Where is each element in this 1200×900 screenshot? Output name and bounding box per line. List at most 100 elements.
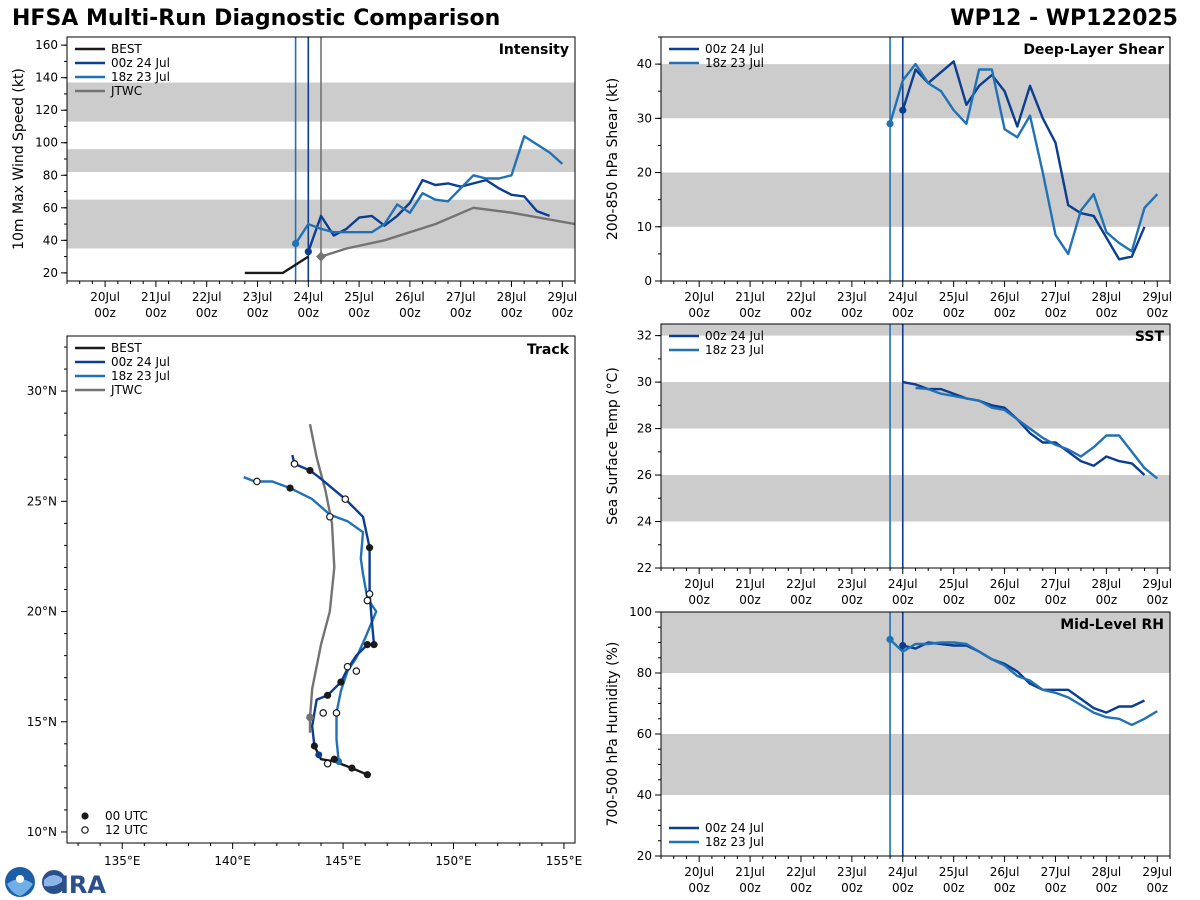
track-dot-12utc	[352, 667, 361, 675]
panel-title-rh: Mid-Level RH	[1060, 617, 1164, 633]
y-tick-label: 22	[637, 561, 652, 575]
track-dot-12utc	[326, 512, 334, 521]
x-tick-label-date: 20Jul	[684, 865, 714, 879]
series-line-run18z	[889, 638, 1158, 727]
x-tick-label-date: 27Jul	[1041, 290, 1071, 304]
legend-label-jtwc: JTWC	[110, 383, 142, 397]
series-line-run00z	[902, 380, 1146, 476]
x-tick-label-hour: 00z	[739, 593, 761, 607]
x-tick-label-hour: 00z	[1146, 881, 1168, 895]
y-tick-label: 20	[637, 849, 652, 863]
marker-run00z	[899, 106, 907, 114]
shade-band	[661, 612, 1170, 673]
x-tick-label-date: 22Jul	[192, 290, 222, 304]
x-tick-label-hour: 00z	[145, 306, 167, 320]
x-tick-label-hour: 00z	[399, 306, 421, 320]
x-tick-label-hour: 00z	[1096, 881, 1118, 895]
legend-label-run18z: 18z 23 Jul	[111, 70, 170, 84]
track-dot-12utc	[253, 477, 261, 486]
x-tick-label-hour: 00z	[1146, 593, 1168, 607]
y-tick-label: 24	[637, 515, 652, 529]
track-start-run00z	[315, 751, 323, 759]
track-dot-12utc	[323, 759, 332, 768]
x-tick-label-date: 27Jul	[1041, 577, 1071, 591]
x-tick-label-date: 23Jul	[837, 865, 867, 879]
x-tick-label-date: 29Jul	[1142, 865, 1172, 879]
x-tick-label-hour: 00z	[943, 306, 965, 320]
lon-tick-label: 150°E	[435, 854, 472, 868]
track-dot-00utc	[306, 466, 314, 475]
x-tick-label-hour: 00z	[790, 306, 812, 320]
x-tick-label-hour: 00z	[994, 881, 1016, 895]
x-tick-label-hour: 00z	[1146, 306, 1168, 320]
x-tick-label-hour: 00z	[348, 306, 370, 320]
x-tick-label-hour: 00z	[1045, 881, 1067, 895]
marker-run00z	[899, 641, 907, 650]
lon-tick-label: 155°E	[546, 854, 583, 868]
x-tick-label-date: 22Jul	[786, 577, 816, 591]
x-tick-label-hour: 00z	[943, 881, 965, 895]
track-dot-12utc	[363, 596, 372, 605]
y-tick-label: 32	[637, 329, 652, 343]
track-dot-00utc	[330, 755, 338, 763]
marker-run18z	[292, 239, 300, 248]
x-tick-label-hour: 00z	[94, 306, 116, 320]
track-dot-00utc	[365, 544, 374, 552]
shade-band	[661, 382, 1170, 429]
y-tick-label: 140	[35, 71, 58, 85]
x-tick-label-date: 29Jul	[1142, 290, 1172, 304]
x-tick-label-date: 26Jul	[990, 577, 1020, 591]
y-tick-label: 60	[637, 727, 652, 741]
panel-title-intensity: Intensity	[499, 42, 569, 58]
x-tick-label-date: 23Jul	[837, 577, 867, 591]
track-dot-00utc	[324, 691, 332, 699]
y-axis-label: 700-500 hPa Humidity (%)	[605, 642, 621, 827]
y-tick-label: 80	[637, 666, 652, 680]
x-tick-label-date: 20Jul	[684, 290, 714, 304]
marker-run18z	[886, 635, 894, 644]
x-tick-label-date: 26Jul	[395, 290, 425, 304]
track-dot-00utc	[363, 641, 371, 649]
x-tick-label-hour: 00z	[943, 593, 965, 607]
x-tick-label-date: 28Jul	[1092, 290, 1122, 304]
x-tick-label-date: 24Jul	[888, 865, 918, 879]
y-tick-label: 40	[637, 57, 652, 71]
y-tick-label: 10	[637, 220, 652, 234]
y-tick-label: 40	[637, 788, 652, 802]
marker-jtwc	[316, 251, 326, 262]
shade-band	[661, 172, 1170, 227]
x-tick-label-hour: 00z	[1096, 593, 1118, 607]
x-tick-label-hour: 00z	[841, 306, 863, 320]
y-tick-label: 100	[629, 605, 652, 619]
x-tick-label-hour: 00z	[450, 306, 472, 320]
x-tick-label-hour: 00z	[688, 881, 710, 895]
x-tick-label-date: 26Jul	[990, 865, 1020, 879]
storm-id: WP12 - WP122025	[950, 6, 1178, 31]
x-tick-label-hour: 00z	[994, 306, 1016, 320]
legend-label-run18z: 18z 23 Jul	[705, 56, 764, 70]
track-dot-jtwc	[306, 713, 314, 722]
series-line-run18z	[888, 62, 1159, 256]
x-tick-label-date: 25Jul	[939, 290, 969, 304]
x-tick-label-hour: 00z	[994, 593, 1016, 607]
y-axis-label: 10m Max Wind Speed (kt)	[11, 68, 27, 250]
legend-label-12utc: 12 UTC	[105, 823, 148, 837]
x-tick-label-date: 20Jul	[684, 577, 714, 591]
legend-label-run18z: 18z 23 Jul	[111, 369, 170, 383]
legend-dot-12utc	[81, 826, 89, 834]
x-tick-label-date: 28Jul	[1092, 865, 1122, 879]
x-tick-label-date: 25Jul	[344, 290, 374, 304]
x-tick-label-hour: 00z	[892, 593, 914, 607]
series-line-run00z	[307, 178, 551, 253]
track-dot-00utc	[310, 742, 318, 750]
y-tick-label: 80	[43, 168, 58, 182]
lat-tick-label: 25°N	[27, 494, 57, 508]
y-tick-label: 30	[637, 375, 652, 389]
legend-label-00utc: 00 UTC	[105, 809, 148, 823]
x-tick-label-hour: 00z	[196, 306, 218, 320]
x-tick-label-hour: 00z	[501, 306, 523, 320]
track-dot-12utc	[319, 709, 328, 717]
marker-run18z	[886, 120, 894, 128]
track-line-jtwc	[308, 423, 336, 733]
